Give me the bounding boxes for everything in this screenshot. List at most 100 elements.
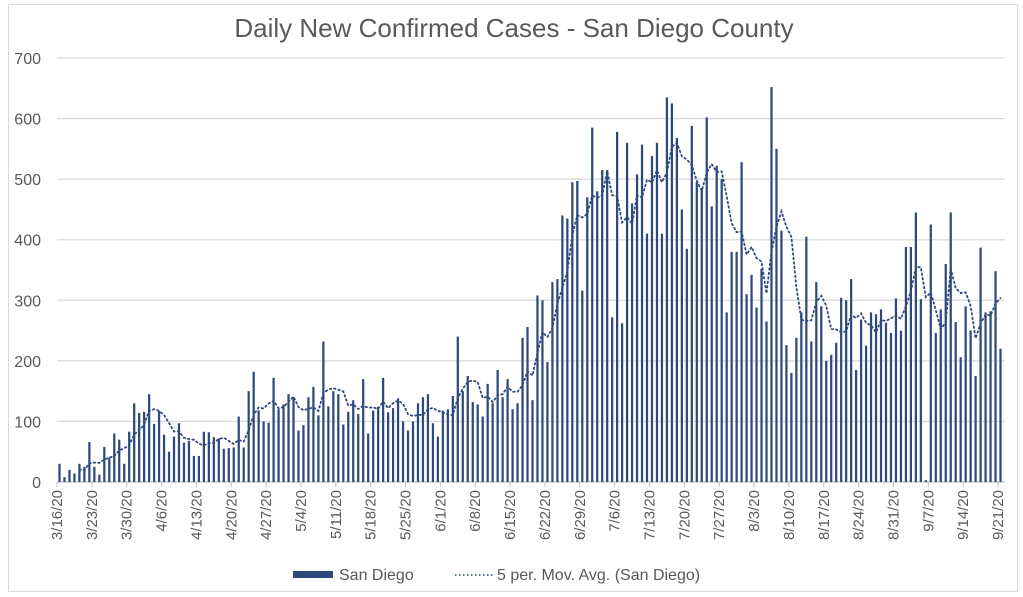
bar xyxy=(745,294,748,482)
bar xyxy=(332,391,335,482)
bar xyxy=(715,165,718,482)
x-tick-label: 5/25/20 xyxy=(398,490,415,540)
bar xyxy=(695,182,698,482)
bar xyxy=(401,421,405,482)
bar xyxy=(282,404,285,482)
bar xyxy=(984,312,987,482)
bar xyxy=(546,362,549,482)
bar xyxy=(780,230,783,482)
bar xyxy=(954,322,957,482)
moving-average-line xyxy=(78,141,1002,472)
bar xyxy=(162,434,166,482)
bar xyxy=(113,433,116,482)
bar xyxy=(914,212,917,482)
bar xyxy=(93,466,96,482)
bar xyxy=(123,463,126,482)
bar xyxy=(650,156,654,482)
bar xyxy=(790,372,793,482)
bar xyxy=(591,127,594,483)
bar xyxy=(830,354,833,482)
bar xyxy=(840,297,843,482)
bar xyxy=(182,442,186,482)
bar xyxy=(899,330,903,482)
x-tick-label: 7/27/20 xyxy=(711,490,728,540)
bar xyxy=(177,423,181,482)
bar xyxy=(58,463,61,482)
bar xyxy=(277,409,280,482)
x-tick-label: 3/23/20 xyxy=(84,490,101,540)
bar xyxy=(73,473,76,482)
bar xyxy=(541,300,544,482)
bar xyxy=(516,403,519,482)
bar xyxy=(287,394,290,482)
x-tick-label: 6/22/20 xyxy=(537,490,554,540)
bar xyxy=(352,400,355,482)
bar xyxy=(292,397,295,482)
x-tick-label: 8/24/20 xyxy=(851,490,868,540)
legend-label-san-diego: San Diego xyxy=(339,567,414,584)
bar xyxy=(461,391,464,482)
bar xyxy=(810,341,813,482)
bar xyxy=(705,117,708,483)
bar xyxy=(172,436,176,482)
bar xyxy=(869,312,873,482)
bar xyxy=(322,341,325,482)
bar xyxy=(884,322,888,482)
bar xyxy=(850,279,853,482)
legend-label-moving-average: 5 per. Mov. Avg. (San Diego) xyxy=(497,567,700,584)
y-tick-label: 200 xyxy=(14,354,41,371)
bar xyxy=(217,438,220,482)
x-tick-label: 4/20/20 xyxy=(223,490,240,540)
bar xyxy=(212,437,215,482)
bar xyxy=(377,406,380,482)
bar xyxy=(611,317,614,482)
bar xyxy=(820,306,823,482)
bar xyxy=(386,412,390,482)
x-tick-label: 6/1/20 xyxy=(432,490,449,532)
bar xyxy=(297,430,300,482)
bar xyxy=(730,251,733,482)
bar xyxy=(167,451,171,482)
bar xyxy=(257,410,260,482)
bar xyxy=(556,279,559,482)
bar xyxy=(262,421,265,482)
bar xyxy=(864,345,868,482)
bar xyxy=(805,236,808,482)
bar xyxy=(586,197,589,483)
x-axis-ticks: 3/16/20 3/23/20 3/30/20 4/6/20 4/13/20 4/20/2… xyxy=(49,482,1007,540)
bar xyxy=(456,336,459,482)
bar xyxy=(466,376,469,482)
bar xyxy=(855,369,858,482)
bar xyxy=(372,410,375,482)
bar xyxy=(267,422,270,482)
x-tick-label: 6/29/20 xyxy=(572,490,589,540)
x-tick-label: 7/13/20 xyxy=(641,490,658,540)
x-tick-label: 4/13/20 xyxy=(188,490,205,540)
bar xyxy=(889,332,893,482)
bar xyxy=(635,174,639,482)
bar xyxy=(197,455,201,482)
bar xyxy=(476,404,479,482)
bar xyxy=(894,298,898,482)
bar xyxy=(785,345,788,482)
moving-average-series xyxy=(78,141,1002,472)
bar xyxy=(735,251,738,482)
chart-title: Daily New Confirmed Cases - San Diego Co… xyxy=(234,13,793,43)
bar xyxy=(342,424,345,482)
chart: Daily New Confirmed Cases - San Diego Co… xyxy=(14,13,1007,584)
x-tick-label: 8/3/20 xyxy=(746,490,763,532)
bar xyxy=(237,416,240,482)
bar xyxy=(904,246,908,482)
bar xyxy=(949,212,952,482)
bar xyxy=(98,474,101,482)
bar xyxy=(625,142,629,483)
chart-container[interactable]: Daily New Confirmed Cases - San Diego Co… xyxy=(8,4,1018,592)
bar xyxy=(491,403,494,482)
bar xyxy=(874,314,878,482)
bar xyxy=(655,142,659,483)
y-tick-label: 400 xyxy=(14,233,41,250)
bar xyxy=(232,447,235,482)
bar xyxy=(775,148,778,482)
bar xyxy=(446,409,449,482)
bar xyxy=(147,394,151,482)
